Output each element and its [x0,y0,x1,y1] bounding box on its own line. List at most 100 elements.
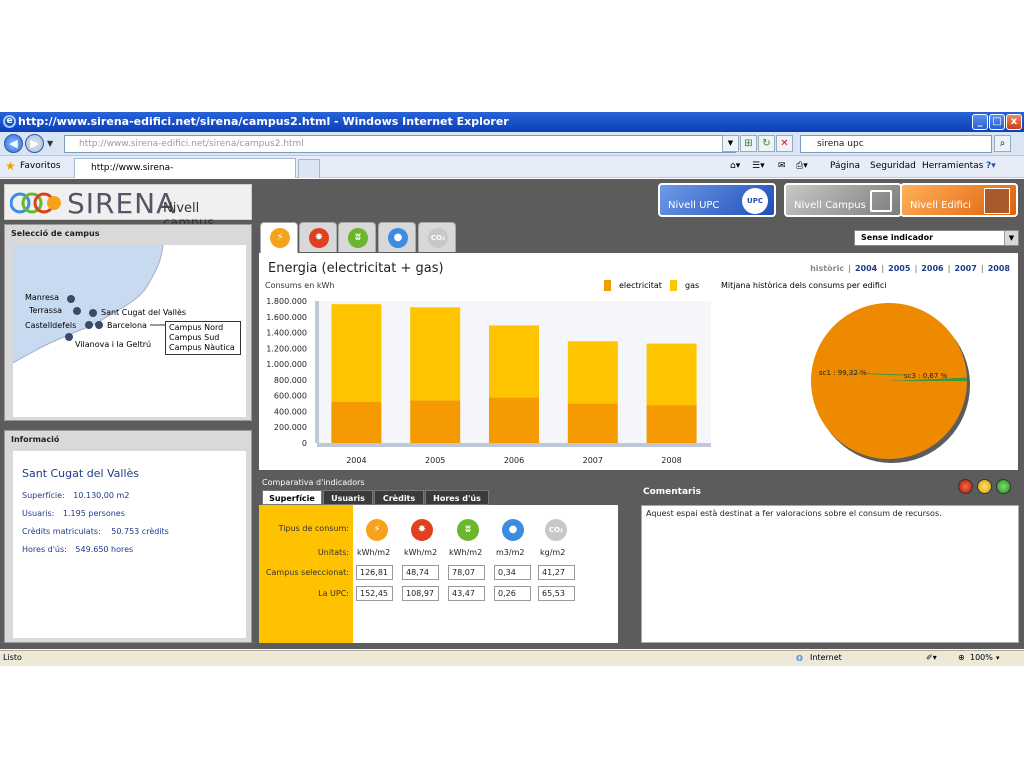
search-icon[interactable]: ⌕ [994,135,1011,152]
bar-electricitat-2005[interactable] [410,400,461,443]
bar-electricitat-2004[interactable] [331,401,382,443]
year-link-2004[interactable]: 2004 [854,264,878,273]
year-link-2005[interactable]: 2005 [888,264,911,273]
forward-button[interactable]: ▶ [25,134,44,153]
pie-slice-0[interactable] [811,303,967,460]
cmd-security[interactable]: Seguridad [870,161,916,171]
maximize-button[interactable]: □ [989,114,1005,130]
cmd-tools[interactable]: Herramientas [922,161,984,171]
compare-energia-icon: ⚡ [366,519,388,541]
url-dropdown-icon[interactable]: ▼ [722,135,739,152]
tab-gas[interactable]: ʬ [338,222,376,252]
pie-title: Mitjana històrica dels consums per edifi… [721,281,887,290]
map-dot-castelldefels[interactable] [85,321,93,329]
nivell-edifici-button[interactable]: Nivell Edifici [900,183,1018,217]
campus-nautica-link[interactable]: Campus Nàutica [169,343,235,352]
info-label: Hores d'ús: [22,545,67,554]
feeds-icon[interactable]: ☰▾ [752,161,765,171]
year-link-historic[interactable]: històric [810,264,845,273]
protected-mode-icon[interactable]: ✐▾ [926,653,937,662]
pie-slice-1[interactable] [889,377,967,381]
tab-usuaris[interactable]: Usuaris [323,490,373,505]
bar-gas-2005[interactable] [410,307,461,401]
history-dropdown-icon[interactable]: ▼ [47,139,54,148]
search-input[interactable]: sirena upc [800,135,992,153]
bar-gas-2004[interactable] [331,304,382,402]
traffic-light-red-icon[interactable] [958,479,973,494]
traffic-light-yellow-icon[interactable] [977,479,992,494]
comparativa-body: Tipus de consum: Unitats: Campus selecci… [259,505,618,643]
campus-nord-link[interactable]: Campus Nord [169,323,224,332]
stop-icon[interactable]: ✕ [776,135,793,152]
legend-swatch-electricitat [604,280,611,291]
tab-energia[interactable]: ⚡ [260,222,298,253]
tab-superficie[interactable]: Superfície [262,490,322,505]
minimize-button[interactable]: _ [972,114,988,130]
map-label-barcelona[interactable]: Barcelona [107,321,147,330]
info-value: 50.753 crèdits [111,527,169,536]
y-tick-label: 0 [302,439,307,448]
help-icon[interactable]: ?▾ [986,161,996,171]
map-dot-sant-cugat[interactable] [89,309,97,317]
y-tick-label: 1.800.000 [266,297,307,306]
map-label-sant-cugat[interactable]: Sant Cugat del Vallès [101,308,187,317]
new-tab-button[interactable] [298,159,320,178]
indicator-dropdown-value: Sense indicador [861,233,934,242]
url-input[interactable]: http://www.sirena-edifici.net/sirena/cam… [64,135,736,153]
tab-credits[interactable]: Crèdits [374,490,424,505]
close-button[interactable]: x [1006,114,1022,130]
comentaris-textarea[interactable]: Aquest espai està destinat a fer valorac… [641,505,1019,643]
home-icon[interactable]: ⌂▾ [730,161,741,171]
unit-aigua: m3/m2 [496,548,525,557]
refresh-icon[interactable]: ↻ [758,135,775,152]
tab-co2[interactable]: CO₂ [418,222,456,252]
status-zoom[interactable]: 100% [970,653,993,662]
favorites-label[interactable]: Favoritos [20,161,61,171]
bar-gas-2008[interactable] [646,343,697,406]
chevron-down-icon[interactable]: ▼ [1004,231,1018,245]
tab-aigua[interactable]: ● [378,222,416,252]
year-link-2006[interactable]: 2006 [921,264,944,273]
cmd-page[interactable]: Página [830,161,860,171]
compat-view-icon[interactable]: ⊞ [740,135,757,152]
label-la-upc: La UPC: [318,589,349,598]
map-dot-vilanova[interactable] [65,333,73,341]
zoom-dropdown-icon[interactable]: ▾ [996,654,1000,662]
ie-logo-icon: e [3,115,16,128]
map-dot-manresa[interactable] [67,295,75,303]
nivell-campus-label: Nivell Campus [794,200,866,211]
browser-tab[interactable]: http://www.sirena-edifici.net/sirena/cam… [74,158,296,191]
zoom-icon[interactable]: ⊕ [958,653,965,662]
print-icon[interactable]: ⎙▾ [796,161,808,171]
favorites-star-icon[interactable]: ★ [5,159,16,173]
bar-electricitat-2007[interactable] [567,403,618,443]
map-label-manresa[interactable]: Manresa [25,293,59,302]
tab-hores-us[interactable]: Hores d'ús [425,490,489,505]
bar-electricitat-2006[interactable] [489,397,539,443]
chart-panel: Energia (electricitat + gas) històric | 20… [259,253,1018,470]
map-label-castelldefels[interactable]: Castelldefels [25,321,77,330]
year-link-2008[interactable]: 2008 [987,264,1010,273]
mail-icon[interactable]: ✉ [778,161,786,171]
favorites-bar: ★ Favoritos http://www.sirena-edifici.ne… [0,156,1024,191]
map-label-terrassa[interactable]: Terrassa [29,306,63,315]
campus-sud-link[interactable]: Campus Sud [169,333,220,342]
nivell-upc-button[interactable]: Nivell UPC UPC [658,183,776,217]
comparativa-label-column: Tipus de consum: Unitats: Campus selecci… [259,505,353,643]
tab-electricitat[interactable]: ✸ [299,222,337,252]
map-label-vilanova[interactable]: Vilanova i la Geltrú [75,340,152,349]
upc-value-aigua: 0,26 [494,586,531,601]
nivell-edifici-label: Nivell Edifici [910,200,972,211]
map-dot-barcelona[interactable] [95,321,103,329]
bar-gas-2006[interactable] [489,325,539,398]
nivell-campus-button[interactable]: Nivell Campus [784,183,902,217]
bar-electricitat-2008[interactable] [646,405,697,443]
bar-gas-2007[interactable] [567,341,618,404]
map-dot-terrassa[interactable] [73,307,81,315]
back-button[interactable]: ◀ [4,134,23,153]
indicator-dropdown[interactable]: Sense indicador ▼ [854,230,1019,246]
year-link-2007[interactable]: 2007 [954,264,977,273]
traffic-light-green-icon[interactable] [996,479,1011,494]
label-campus-seleccionat: Campus seleccionat: [265,568,349,577]
